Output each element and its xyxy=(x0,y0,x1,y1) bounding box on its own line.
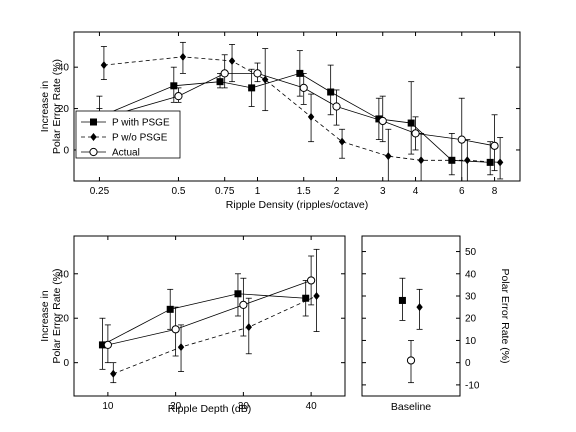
depth-point-actual xyxy=(103,340,112,349)
depth-axes-frame xyxy=(73,235,346,397)
depth-series-line-p-w-o-psge xyxy=(113,295,317,375)
density-legend-marker-p-with-psge xyxy=(90,118,97,126)
density-axes-frame xyxy=(73,31,521,182)
density-point-p-with-psge xyxy=(448,156,456,164)
ripple-density-plot: 0.25 0.5 0.75 1 1.5 2 3 4 6 8 0 20 40 Ripple Density … xyxy=(39,31,521,211)
depth-y-tick-label: 0 xyxy=(63,358,69,369)
depth-point-actual xyxy=(171,325,180,334)
density-x-tick-label: 6 xyxy=(459,186,465,197)
density-y-axis-label: Polar Error Rate (%) xyxy=(51,59,63,154)
density-point-p-w-o-psge xyxy=(100,61,108,70)
depth-point-p-w-o-psge xyxy=(313,292,320,300)
density-point-actual xyxy=(174,92,183,101)
density-y-tick-label: 20 xyxy=(58,104,70,115)
density-point-actual xyxy=(490,141,499,150)
density-point-p-w-o-psge xyxy=(228,56,236,65)
density-x-tick-label: 0.5 xyxy=(172,186,186,197)
density-series-line-actual xyxy=(99,72,495,147)
density-y-axis-label: Increase in xyxy=(39,81,51,133)
density-point-actual xyxy=(411,129,420,138)
baseline-y-tick-label: -10 xyxy=(465,380,480,391)
density-point-p-w-o-psge xyxy=(307,112,315,121)
density-point-p-w-o-psge xyxy=(417,156,425,165)
density-y-tick-label: 0 xyxy=(63,145,69,156)
density-point-actual xyxy=(299,83,308,92)
density-point-p-with-psge xyxy=(170,82,178,90)
density-point-p-w-o-psge xyxy=(464,156,471,165)
depth-y-tick-label: 40 xyxy=(58,269,70,280)
density-x-tick-label: 0.25 xyxy=(90,186,110,197)
baseline-point-p-with-psge xyxy=(398,296,406,304)
density-point-p-with-psge xyxy=(375,115,383,123)
density-legend-label-actual: Actual xyxy=(112,148,140,159)
depth-point-actual xyxy=(239,300,248,309)
density-point-p-w-o-psge xyxy=(179,52,187,61)
depth-x-tick-label: 30 xyxy=(238,401,250,412)
baseline-y-tick-label: 50 xyxy=(465,247,477,258)
ripple-depth-plot: 10 20 30 40 0 20 40 Ripple Depth (dB) Increase i… xyxy=(39,235,346,415)
depth-y-axis-label: Polar Error Rate (%) xyxy=(51,268,63,363)
density-point-p-with-psge xyxy=(296,69,304,77)
depth-point-p-w-o-psge xyxy=(245,323,252,332)
density-point-p-w-o-psge xyxy=(385,152,392,161)
density-x-tick-label: 8 xyxy=(492,186,498,197)
density-legend-marker-actual xyxy=(89,147,98,157)
density-y-tick-label: 40 xyxy=(58,63,70,74)
depth-y-axis-label: Increase in xyxy=(39,290,51,342)
density-point-p-w-o-psge xyxy=(496,158,504,167)
baseline-y-tick-label: 0 xyxy=(465,358,471,369)
density-point-p-with-psge xyxy=(486,158,494,166)
density-x-tick-label: 1 xyxy=(255,186,261,197)
depth-point-p-with-psge xyxy=(98,341,106,349)
baseline-y-tick-label: 20 xyxy=(465,314,477,325)
depth-point-p-with-psge xyxy=(234,290,242,298)
density-point-p-with-psge xyxy=(248,84,256,92)
density-point-actual xyxy=(378,116,387,126)
density-point-p-w-o-psge xyxy=(338,137,346,146)
baseline-point-actual xyxy=(406,356,416,365)
depth-point-p-with-psge xyxy=(302,294,310,302)
depth-x-axis-label: Ripple Depth (dB) xyxy=(168,403,251,415)
baseline-point-p-w-o-psge xyxy=(416,303,423,312)
density-x-tick-label: 4 xyxy=(413,186,419,197)
depth-y-tick-label: 20 xyxy=(58,314,70,325)
depth-point-p-with-psge xyxy=(166,305,174,313)
density-series-line-p-w-o-psge xyxy=(103,56,501,163)
density-x-tick-label: 1.5 xyxy=(297,186,311,197)
density-legend-label-p-with-psge: P with PSGE xyxy=(112,118,170,129)
density-series-line-p-with-psge xyxy=(99,72,491,163)
depth-x-tick-label: 10 xyxy=(102,401,114,412)
density-x-tick-label: 0.75 xyxy=(215,186,235,197)
density-legend-label-p-w-o-psge: P w/o PSGE xyxy=(112,133,168,144)
density-point-actual xyxy=(457,135,466,144)
baseline-y-tick-label: 30 xyxy=(465,292,477,303)
density-x-tick-label: 3 xyxy=(380,186,386,197)
baseline-y-axis-label: Polar Error Rate (%) xyxy=(499,268,511,363)
depth-point-p-w-o-psge xyxy=(110,369,117,378)
depth-x-tick-label: 20 xyxy=(170,401,182,412)
baseline-y-tick-label: 10 xyxy=(465,336,477,347)
depth-point-p-w-o-psge xyxy=(177,343,185,352)
depth-x-tick-label: 40 xyxy=(306,401,318,412)
density-point-p-with-psge xyxy=(327,88,335,96)
depth-point-actual xyxy=(307,276,316,285)
baseline-y-tick-label: 40 xyxy=(465,269,477,280)
depth-series-line-p-with-psge xyxy=(102,293,306,346)
baseline-x-axis-label: Baseline xyxy=(391,401,431,413)
density-point-actual xyxy=(220,69,229,78)
density-point-actual xyxy=(253,69,262,78)
depth-series-line-actual xyxy=(107,280,312,346)
density-point-p-with-psge xyxy=(216,78,224,86)
baseline-plot: -10 0 10 20 30 40 50 Baseline Polar Error Rate (… xyxy=(361,235,511,413)
baseline-axes-frame xyxy=(361,235,461,397)
density-x-tick-label: 2 xyxy=(334,186,340,197)
density-point-p-with-psge xyxy=(407,119,415,127)
density-point-p-w-o-psge xyxy=(262,75,269,84)
density-legend-marker-p-w-o-psge xyxy=(90,133,97,141)
density-x-axis-label: Ripple Density (ripples/octave) xyxy=(226,199,368,211)
density-point-actual xyxy=(332,102,341,111)
